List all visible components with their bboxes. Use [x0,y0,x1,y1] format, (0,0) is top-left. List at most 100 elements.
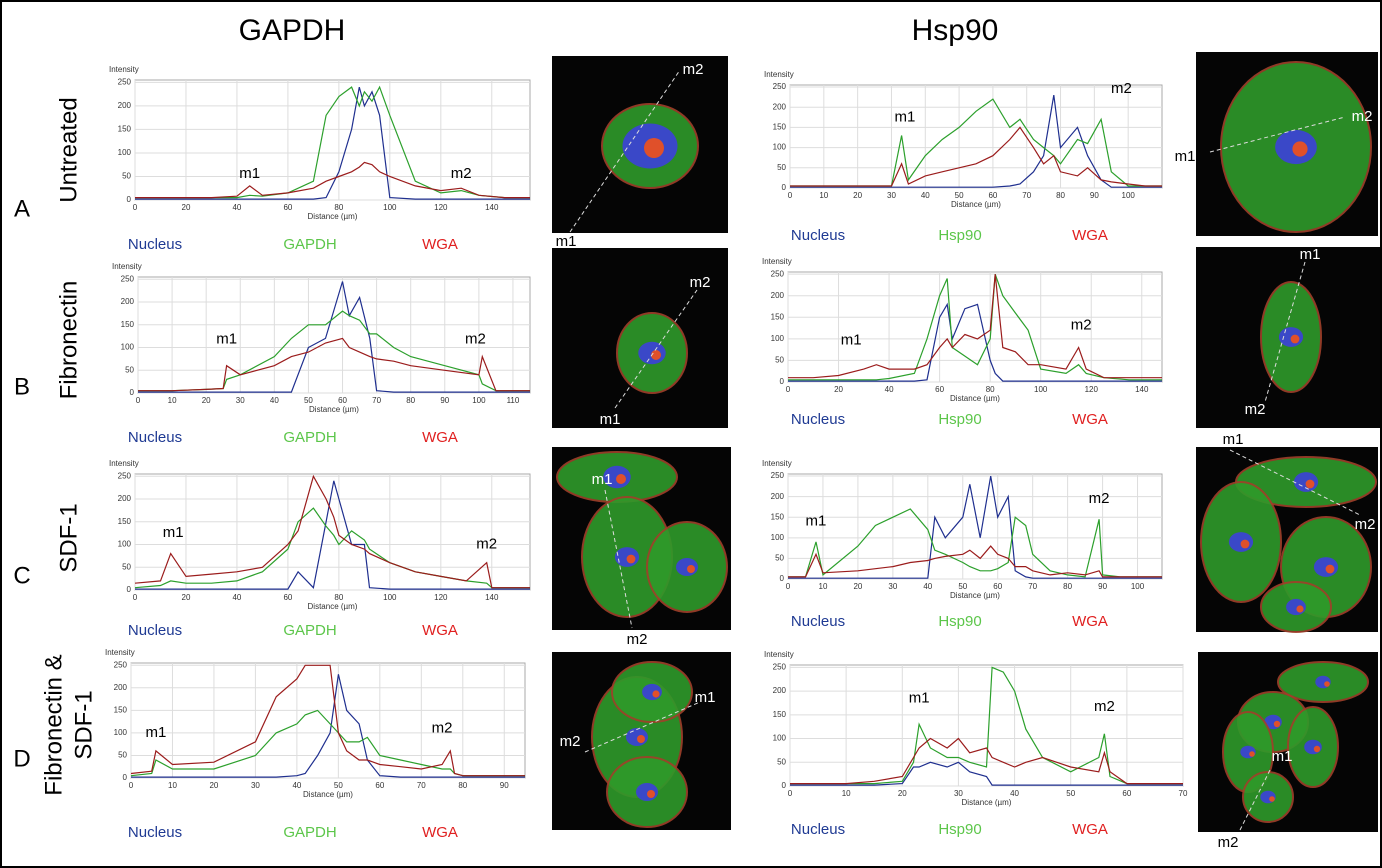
y-tick-label: 0 [127,195,132,204]
x-tick-label: 30 [251,781,260,790]
x-tick-label: 20 [853,582,862,591]
y-tick-label: 150 [773,123,787,132]
x-tick-label: 90 [500,781,509,790]
x-tick-label: 100 [383,593,397,602]
legend-entry: WGA [1072,613,1108,630]
x-axis-label: Distance (µm) [950,591,1000,600]
scan-label: m1 [600,411,621,428]
y-tick-label: 200 [773,102,787,111]
series-line [788,475,1162,579]
annotation: m1 [163,524,184,541]
x-tick-label: 10 [842,789,851,798]
x-axis-label: Distance (µm) [950,394,1000,403]
annotation: m2 [1071,317,1092,334]
x-tick-label: 40 [921,191,930,200]
x-tick-label: 40 [292,781,301,790]
nucleus [676,558,698,576]
legend-entry: Nucleus [128,429,182,446]
series-line [790,98,1162,187]
x-tick-label: 140 [485,203,499,212]
nucleolus [1305,479,1315,489]
series-line [790,761,1183,786]
x-tick-label: 110 [507,396,520,405]
y-tick-label: 0 [782,183,787,192]
x-axis-label: Distance (µm) [308,602,358,611]
legend-entry: WGA [422,622,458,639]
y-tick-label: 250 [773,662,787,671]
series-line [788,274,1162,379]
x-axis-label: Distance (µm) [308,212,358,221]
annotation: m1 [216,330,237,347]
x-tick-label: 10 [819,582,828,591]
y-tick-label: 0 [782,781,787,790]
row-label: SDF-1 [70,690,97,759]
y-tick-label: 200 [121,297,135,306]
x-tick-label: 70 [372,396,381,405]
x-tick-label: 30 [236,396,245,405]
y-tick-label: 150 [771,512,785,521]
nucleolus [1325,564,1335,574]
series-line [138,310,530,392]
x-tick-label: 50 [1066,789,1075,798]
x-tick-label: 50 [955,191,964,200]
x-tick-label: 10 [819,191,828,200]
y-axis-label: Intensity [762,257,792,266]
y-tick-label: 250 [118,471,132,480]
x-axis-label: Distance (µm) [303,790,353,799]
series-line [135,480,530,590]
x-tick-label: 0 [133,203,138,212]
legend-entry: Nucleus [791,411,845,428]
series-line [135,85,530,199]
x-tick-label: 30 [887,191,896,200]
legend-entry: Nucleus [128,622,182,639]
x-tick-label: 0 [786,582,791,591]
legend-entry: GAPDH [283,824,336,841]
annotation: m2 [451,165,472,182]
y-axis-label: Intensity [764,650,794,659]
y-tick-label: 200 [771,291,785,300]
x-tick-label: 80 [1056,191,1065,200]
line-chart: 0 50 100 150 200 250 0 10 20 30 40 50 60 70 80 90 100 Int… [764,70,1163,244]
x-tick-label: 60 [1122,789,1131,798]
legend-entry: Nucleus [791,613,845,630]
row-label: SDF-1 [55,503,82,572]
x-tick-label: 40 [232,203,241,212]
line-chart: 0 50 100 150 200 250 0 20 40 60 80 100 120 140 Intensi… [762,257,1163,428]
line-chart: 0 50 100 150 200 250 0 10 20 30 40 50 60 70 80 90 100 Int… [762,459,1163,630]
legend-entry: WGA [422,236,458,253]
series-line [788,545,1162,578]
y-tick-label: 150 [114,705,128,714]
y-tick-label: 100 [771,334,785,343]
y-tick-label: 100 [118,148,132,157]
x-tick-label: 0 [133,593,138,602]
nucleus [636,783,658,801]
legend-entry: WGA [422,824,458,841]
nucleolus [637,735,645,743]
nucleus [1313,557,1339,577]
annotation: m2 [432,719,453,736]
legend-entry: WGA [422,429,458,446]
x-axis-label: Distance (µm) [951,200,1001,209]
y-tick-label: 200 [771,492,785,501]
x-tick-label: 60 [993,582,1002,591]
y-tick-label: 150 [771,312,785,321]
series-line [788,274,1162,381]
column-title: Hsp90 [912,14,999,47]
x-tick-label: 60 [988,191,997,200]
series-line [790,737,1183,785]
x-tick-label: 40 [232,593,241,602]
legend-entry: Hsp90 [938,821,981,838]
nucleolus [1313,745,1321,753]
x-tick-label: 70 [1022,191,1031,200]
y-tick-label: 150 [118,125,132,134]
y-tick-label: 100 [771,533,785,542]
nucleus [614,547,640,567]
series-line [138,281,530,393]
x-tick-label: 40 [885,385,894,394]
annotation: m1 [841,331,862,348]
y-axis-label: Intensity [112,262,142,271]
y-tick-label: 250 [771,471,785,480]
nucleus [1228,532,1254,552]
